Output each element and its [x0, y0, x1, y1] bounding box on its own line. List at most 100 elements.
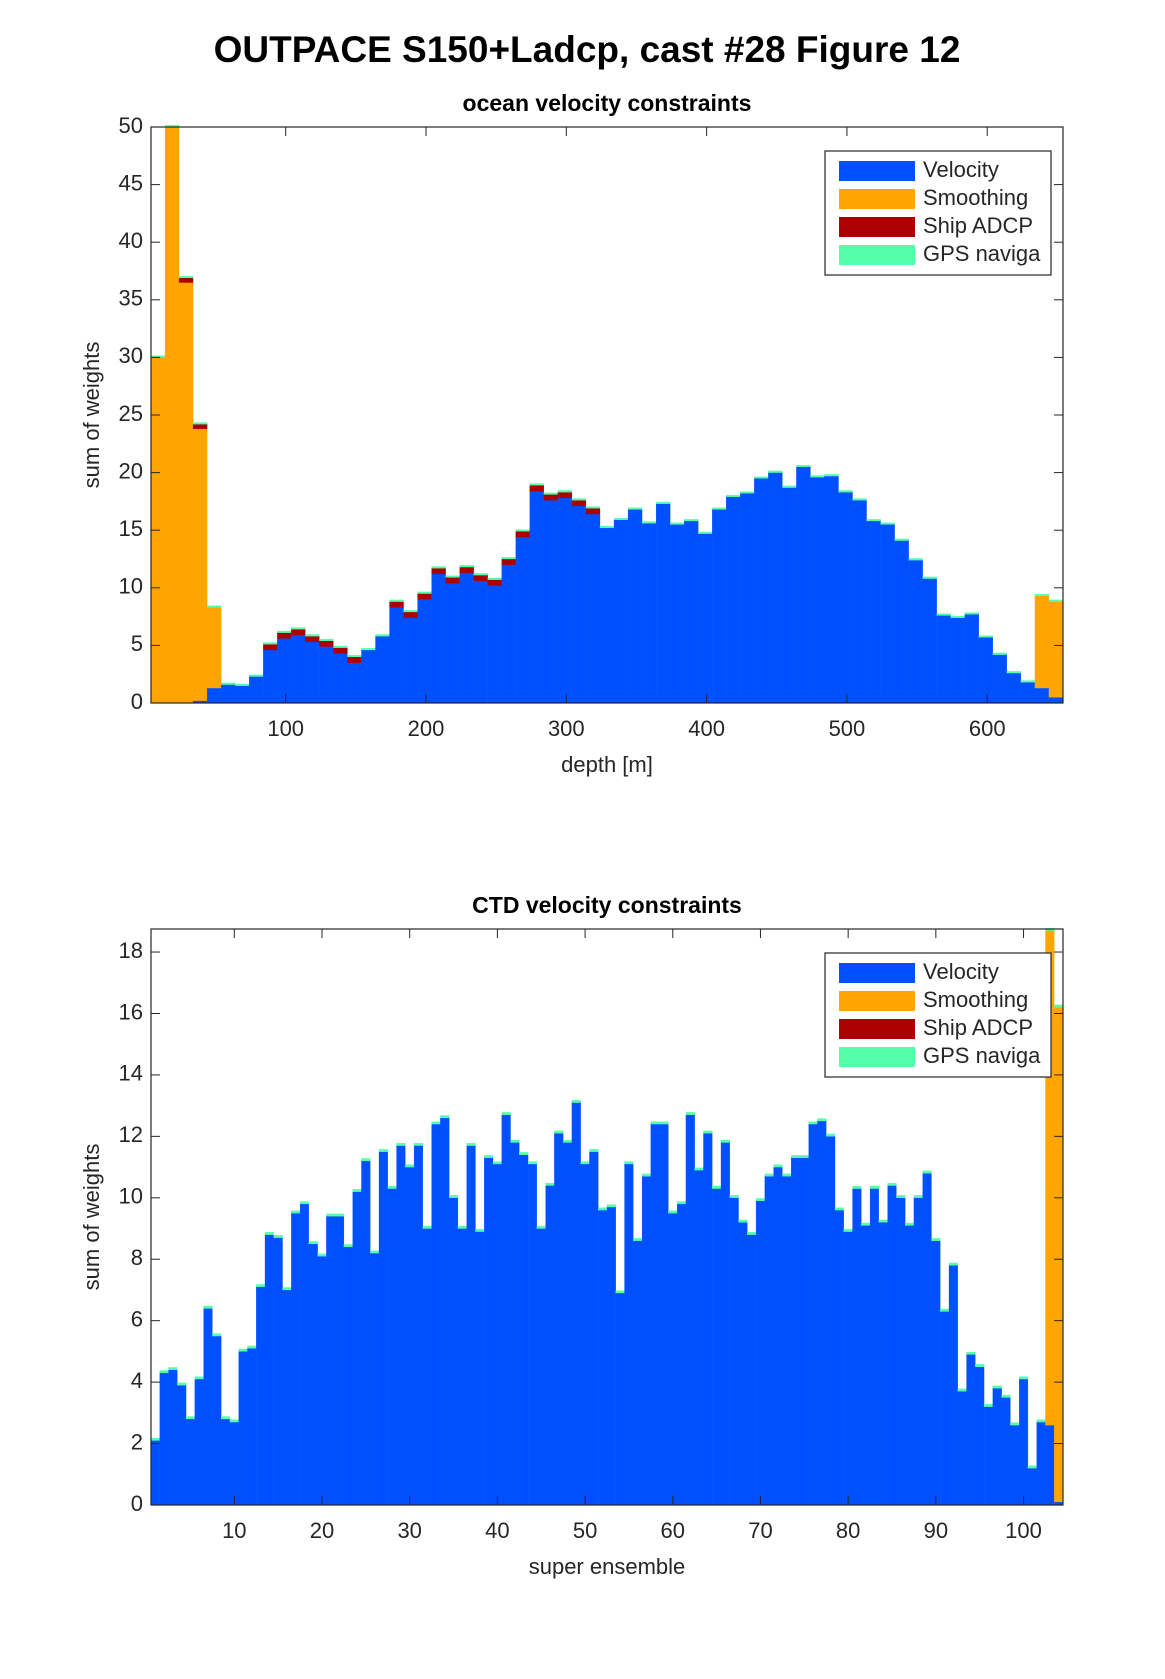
bar-segment: [747, 1232, 757, 1235]
bar-segment: [773, 1166, 783, 1506]
bar-segment: [950, 615, 965, 618]
bar-segment: [178, 282, 194, 704]
bar-segment: [466, 1145, 476, 1506]
bar-segment: [159, 1372, 169, 1506]
bar-segment: [194, 1378, 204, 1506]
y-tick-label: 2: [131, 1429, 143, 1454]
bar-segment: [375, 634, 390, 637]
legend-label: GPS naviga: [923, 241, 1041, 266]
bar-segment: [764, 1173, 774, 1177]
bar-segment: [894, 538, 909, 541]
y-tick-label: 10: [119, 1184, 143, 1209]
bar-segment: [501, 1114, 511, 1506]
legend-swatch: [839, 1047, 915, 1067]
bar-segment: [403, 610, 418, 613]
x-tick-label: 10: [222, 1518, 246, 1543]
bar-segment: [975, 1364, 985, 1367]
y-tick-label: 18: [119, 938, 143, 963]
bar-segment: [168, 1367, 178, 1370]
bar-segment: [852, 498, 867, 501]
y-tick-label: 15: [119, 516, 143, 541]
bar-segment: [978, 637, 993, 704]
bar-segment: [308, 1241, 318, 1245]
bar-segment: [641, 1176, 651, 1506]
bar-segment: [861, 1225, 871, 1506]
bar-segment: [515, 536, 530, 704]
legend-swatch: [839, 217, 915, 237]
bar-segment: [317, 1253, 327, 1257]
bar-segment: [896, 1197, 906, 1506]
bar-segment: [983, 1404, 993, 1407]
bar-segment: [459, 565, 474, 568]
bar-segment: [896, 1195, 906, 1198]
bar-segment: [655, 503, 671, 704]
bar-segment: [247, 1345, 257, 1349]
bar-segment: [908, 558, 923, 561]
bar-segment: [238, 1351, 248, 1506]
bar-segment: [913, 1195, 923, 1198]
bar-segment: [698, 531, 713, 534]
bar-segment: [650, 1123, 660, 1506]
bar-segment: [824, 474, 839, 477]
bar-segment: [335, 1216, 345, 1506]
bar-segment: [754, 476, 769, 479]
bar-segment: [824, 475, 839, 704]
bar-segment: [440, 1115, 450, 1119]
bar-segment: [826, 1136, 836, 1506]
bar-segment: [501, 1112, 511, 1116]
bar-segment: [887, 1185, 897, 1506]
bar-segment: [445, 583, 460, 704]
bar-segment: [308, 1243, 318, 1506]
bar-segment: [729, 1197, 739, 1506]
bar-segment: [878, 1219, 888, 1223]
y-tick-label: 20: [119, 458, 143, 483]
bar-segment: [352, 1189, 362, 1192]
bar-segment: [852, 500, 867, 704]
bar-segment: [417, 599, 432, 704]
bar-segment: [554, 1130, 564, 1134]
bar-segment: [599, 527, 615, 704]
bar-segment: [164, 126, 180, 704]
bar-segment: [703, 1133, 713, 1506]
bar-segment: [487, 577, 502, 580]
figure-title: OUTPACE S150+Ladcp, cast #28 Figure 12: [214, 29, 961, 70]
chart-title: CTD velocity constraints: [472, 892, 742, 918]
legend: Velocity Smoothing Ship ADCP GPS naviga: [824, 952, 1052, 1078]
bar-segment: [729, 1195, 739, 1198]
bar-segment: [449, 1195, 459, 1198]
bar-segment: [335, 1213, 345, 1217]
bar-segment: [282, 1289, 292, 1506]
bar-segment: [992, 652, 1008, 655]
bar-segment: [440, 1117, 450, 1506]
bar-segment: [698, 533, 713, 704]
bar-segment: [510, 1139, 520, 1143]
bar-segment: [235, 683, 250, 686]
bar-segment: [791, 1157, 801, 1506]
bar-segment: [203, 1305, 213, 1309]
bar-segment: [843, 1231, 853, 1506]
bar-segment: [571, 505, 587, 704]
bar-segment: [352, 1191, 362, 1506]
bar-segment: [650, 1121, 660, 1125]
legend-label: Smoothing: [923, 185, 1028, 210]
bar-segment: [457, 1225, 467, 1229]
legend-swatch: [839, 991, 915, 1011]
bar-segment: [668, 1210, 678, 1214]
bar-segment: [738, 1219, 748, 1223]
bar-segment: [389, 601, 404, 608]
bar-segment: [333, 645, 348, 648]
x-tick-label: 300: [548, 716, 585, 741]
bar-segment: [585, 508, 601, 515]
bar-segment: [221, 684, 236, 704]
legend-swatch: [839, 161, 915, 181]
bar-segment: [168, 1369, 178, 1506]
bar-segment: [431, 568, 446, 575]
bar-segment: [378, 1151, 388, 1506]
y-tick-label: 35: [119, 286, 143, 311]
bar-segment: [589, 1149, 599, 1152]
x-tick-label: 90: [924, 1518, 948, 1543]
y-tick-label: 10: [119, 574, 143, 599]
bar-segment: [449, 1197, 459, 1506]
bar-segment: [543, 500, 559, 704]
bar-segment: [319, 638, 334, 641]
